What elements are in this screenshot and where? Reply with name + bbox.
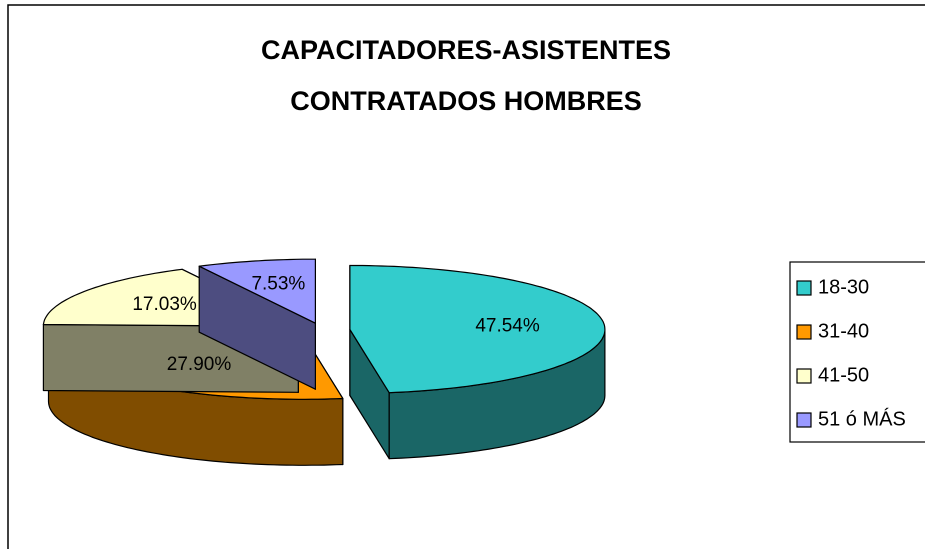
legend-label: 31-40 bbox=[818, 320, 869, 342]
data-label: 27.90% bbox=[167, 354, 232, 375]
slice-top bbox=[198, 258, 316, 324]
legend-swatch bbox=[796, 324, 812, 340]
legend-box bbox=[789, 261, 925, 443]
legend-label: 41-50 bbox=[818, 364, 869, 386]
chart-title: CAPACITADORES-ASISTENTES bbox=[261, 35, 671, 65]
data-label: 7.53% bbox=[251, 274, 305, 295]
legend-label: 18-30 bbox=[818, 276, 869, 298]
pie-slice bbox=[198, 258, 316, 390]
data-label: 47.54% bbox=[475, 315, 540, 336]
slice-top bbox=[349, 264, 606, 394]
legend-swatch bbox=[796, 280, 812, 296]
data-label: 17.03% bbox=[132, 294, 197, 315]
legend-label: 51 ó MÁS bbox=[818, 407, 906, 430]
legend-swatch bbox=[796, 368, 812, 384]
pie-slice bbox=[349, 264, 606, 460]
chart-title: CONTRATADOS HOMBRES bbox=[290, 86, 642, 116]
legend-swatch bbox=[796, 412, 812, 428]
